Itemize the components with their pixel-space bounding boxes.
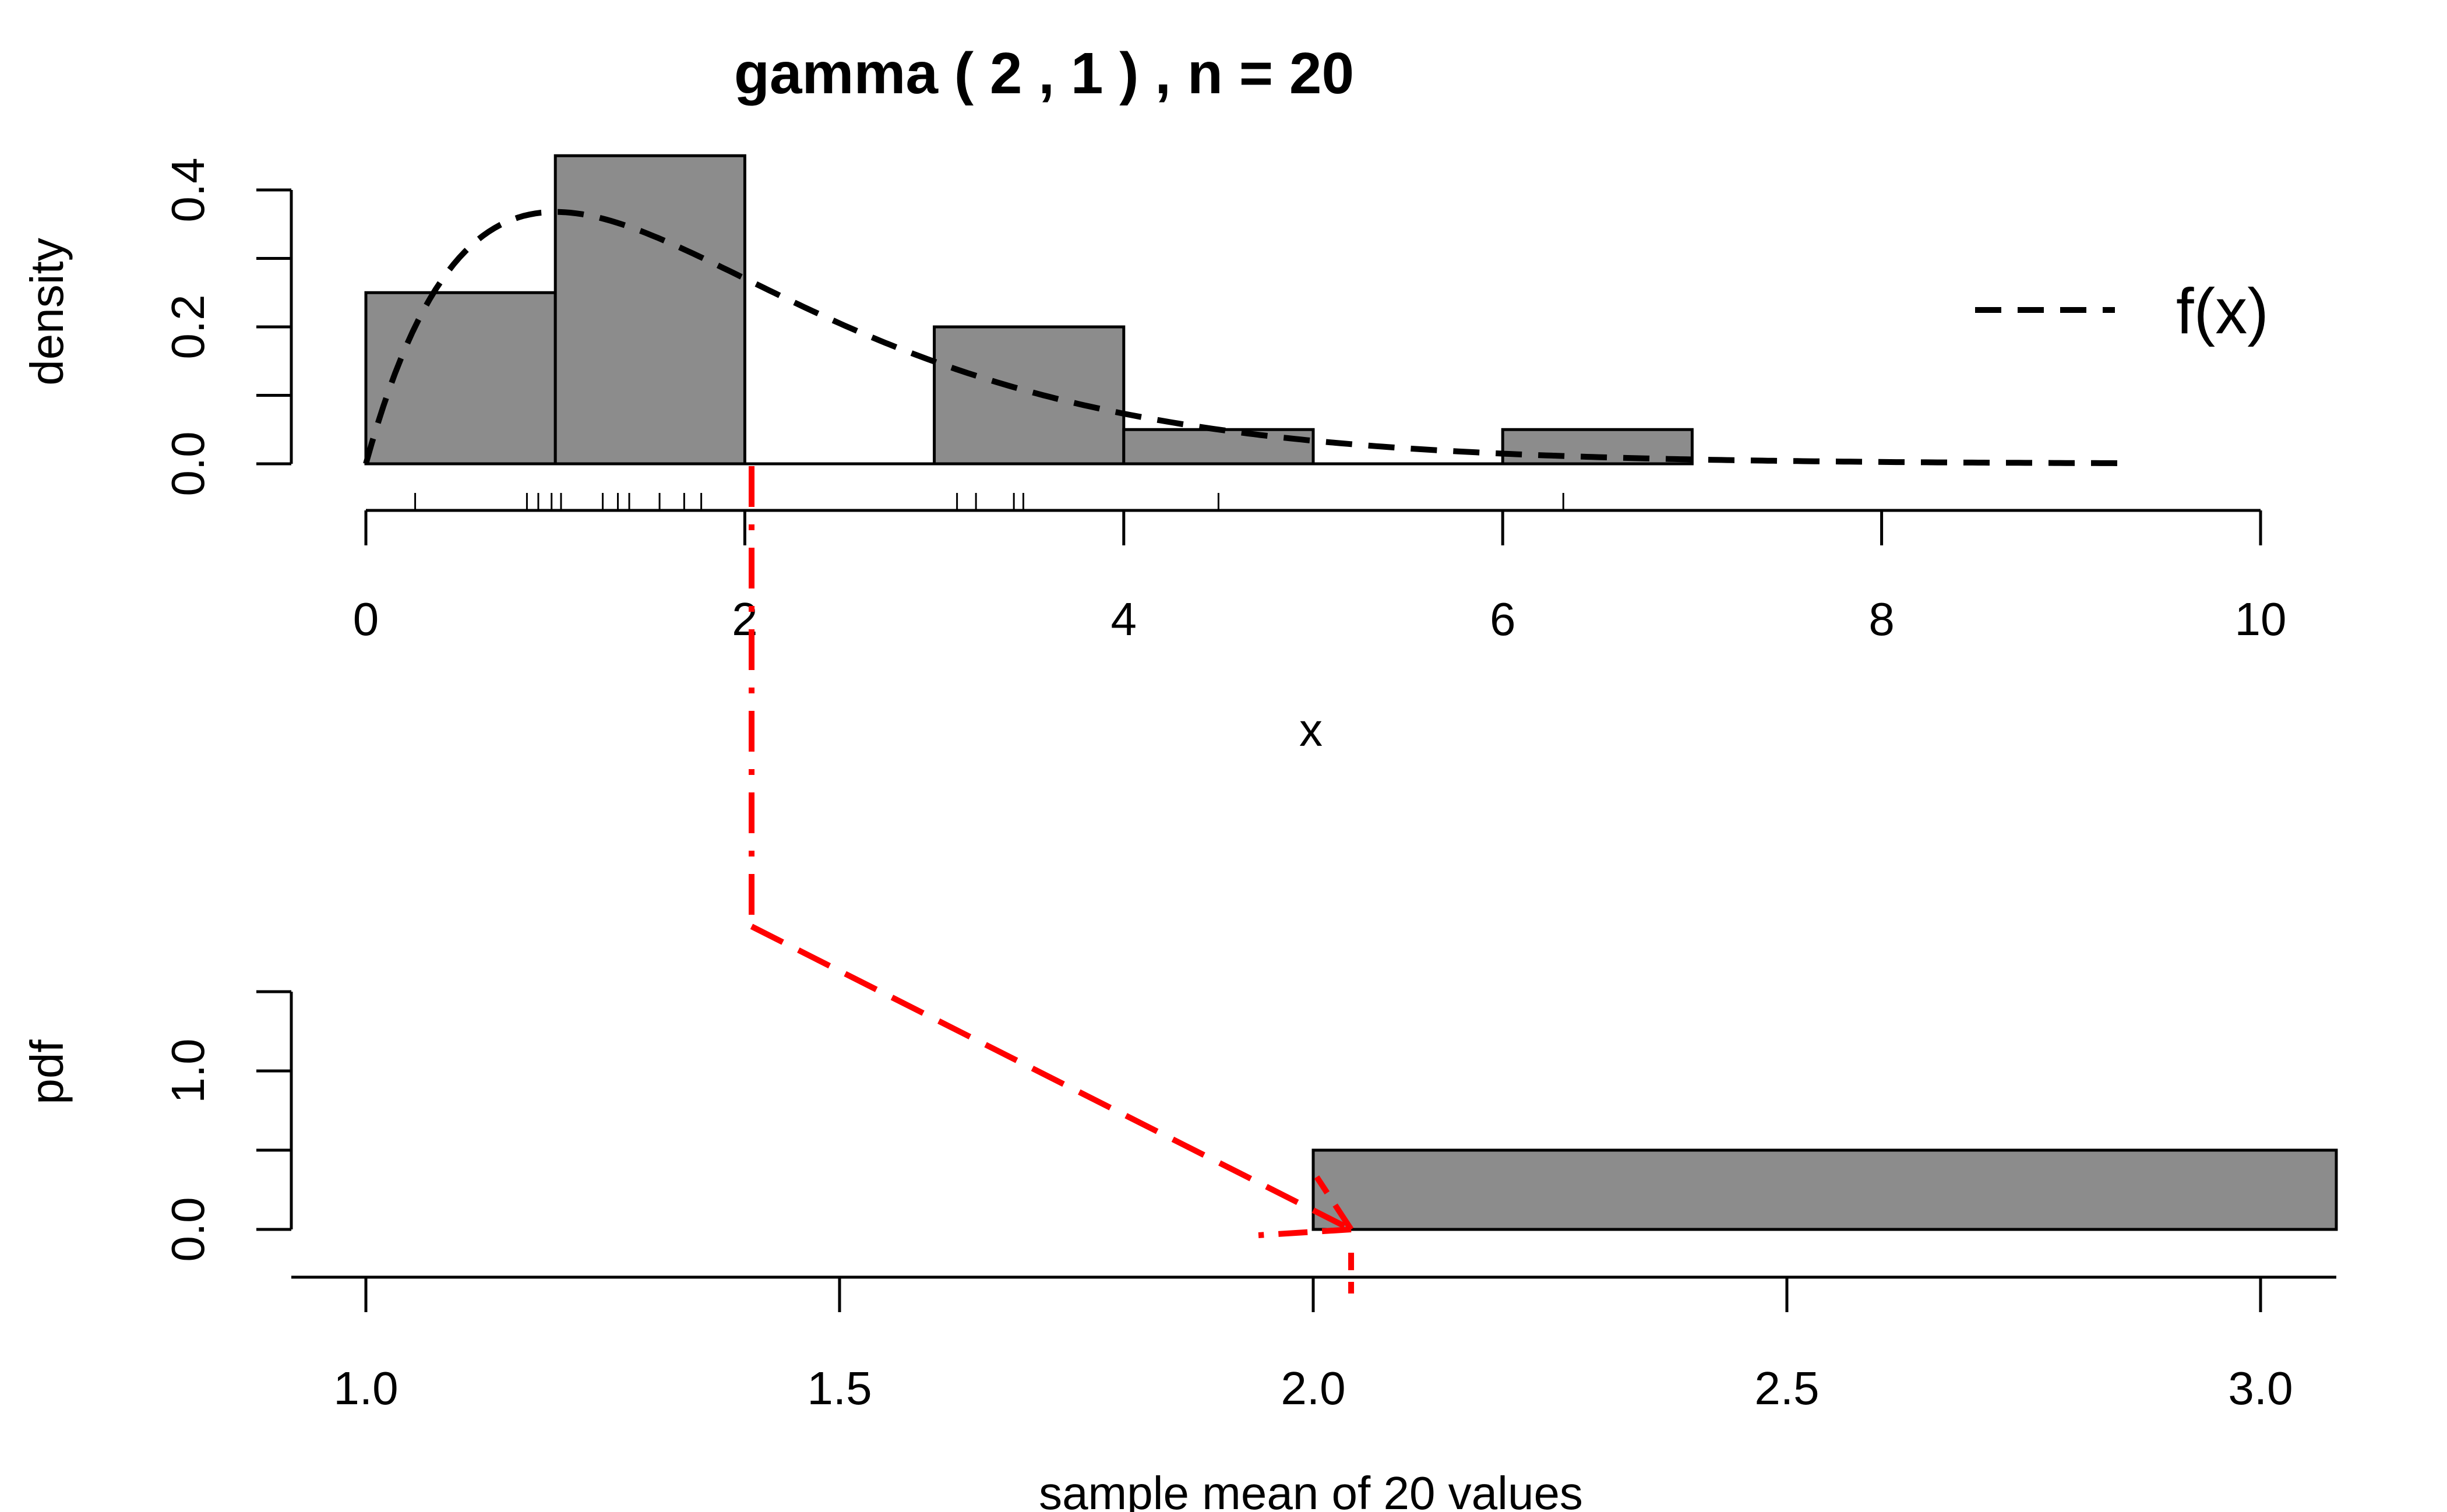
density-curve-group <box>363 209 2119 466</box>
top-y-tick-label-0: 0.0 <box>162 431 214 496</box>
histogram-bar-3 <box>933 325 1126 466</box>
bottom-y-axis: 0.0 1.0 <box>162 990 293 1262</box>
chart-title: gamma ( 2 , 1 ) , n = 20 <box>734 41 1354 106</box>
bottom-x-axis-label: sample mean of 20 values <box>1039 1467 1583 1512</box>
top-x-tick-label-0: 0 <box>353 593 379 645</box>
pdf-bar-0 <box>1311 1148 2338 1231</box>
top-x-axis-label: x <box>1299 704 1323 756</box>
bottom-y-tick-label-1: 1.0 <box>162 1038 214 1103</box>
top-y-tick-label-2: 0.4 <box>162 157 214 222</box>
top-y-axis-label: density <box>21 238 73 385</box>
arrow-head-right <box>1314 1175 1354 1231</box>
bottom-y-tick-label-0: 0.0 <box>162 1197 214 1261</box>
top-y-axis: 0.0 0.2 0.4 <box>162 157 293 496</box>
rug-marks <box>414 493 1564 510</box>
top-histogram-bars <box>364 154 1694 466</box>
bottom-x-tick-label-1: 1.5 <box>807 1362 872 1414</box>
legend: f(x) <box>1975 276 2269 347</box>
bottom-y-axis-label: pdf <box>21 1039 73 1105</box>
bottom-x-tick-label-3: 2.5 <box>1754 1362 1819 1414</box>
histogram-bar-4 <box>1122 428 1315 466</box>
legend-label-fx: f(x) <box>2176 276 2269 347</box>
top-x-tick-label-2: 4 <box>1111 593 1137 645</box>
bottom-x-axis: 1.0 1.5 2.0 2.5 3.0 <box>291 1275 2336 1414</box>
arrow-head-left <box>1258 1226 1352 1238</box>
sample-mean-arrow <box>749 466 1355 1294</box>
bottom-x-tick-label-2: 2.0 <box>1281 1362 1345 1414</box>
bottom-x-tick-label-4: 3.0 <box>2228 1362 2293 1414</box>
histogram-bar-1 <box>553 154 746 466</box>
top-x-tick-label-5: 10 <box>2235 593 2287 645</box>
top-y-tick-label-1: 0.2 <box>162 294 214 359</box>
bottom-histogram-bars <box>1311 1148 2338 1231</box>
top-x-tick-label-4: 8 <box>1868 593 1895 645</box>
top-x-axis: 0 2 4 6 8 10 <box>353 509 2287 645</box>
histogram-bar-0 <box>364 291 557 466</box>
arrow-shaft-diagonal <box>750 924 1353 1232</box>
density-curve <box>363 209 2119 466</box>
bottom-x-tick-label-0: 1.0 <box>333 1362 398 1414</box>
top-x-tick-label-3: 6 <box>1490 593 1516 645</box>
